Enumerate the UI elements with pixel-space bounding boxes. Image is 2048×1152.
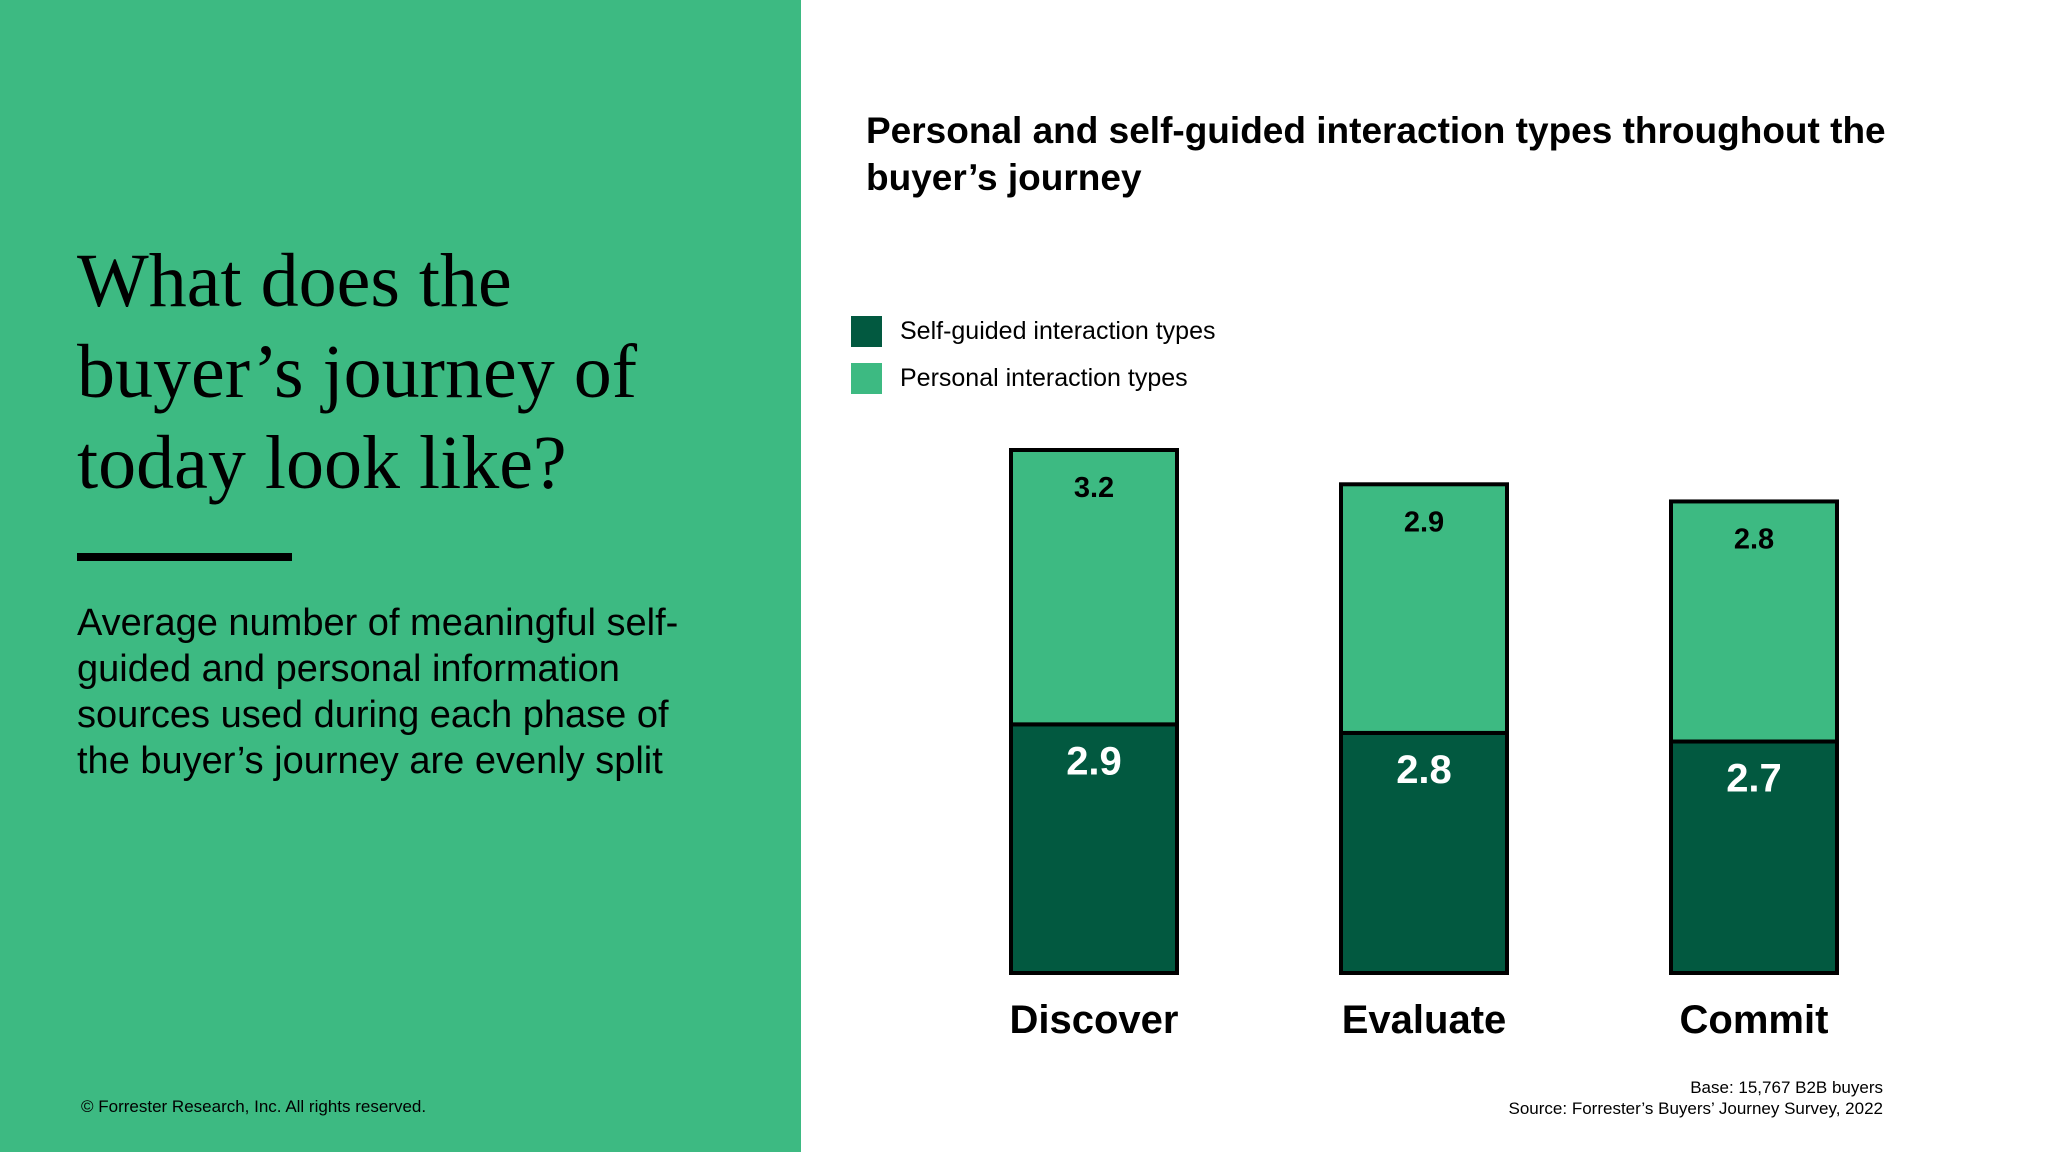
chart-title: Personal and self-guided interaction typ… (866, 110, 1886, 198)
legend-swatch-personal (851, 363, 882, 394)
legend-item-self-guided: Self-guided interaction types (851, 308, 1215, 355)
category-label-commit: Commit (1680, 998, 1829, 1042)
bar-commit-self-guided (1669, 739, 1839, 975)
data-label-commit-self-guided: 2.7 (1726, 757, 1782, 801)
legend-item-personal: Personal interaction types (851, 355, 1215, 402)
legend-label-personal: Personal interaction types (900, 364, 1188, 392)
data-label-evaluate-self-guided: 2.8 (1396, 748, 1452, 792)
left-panel: What does the buyer’s journey of today l… (0, 0, 801, 1152)
headline: What does the buyer’s journey of today l… (77, 239, 638, 505)
legend-label-self-guided: Self-guided interaction types (900, 317, 1216, 345)
headline-divider (77, 553, 292, 561)
bar-commit-personal (1669, 499, 1839, 744)
bar-evaluate-personal (1339, 482, 1509, 735)
legend-swatch-self-guided (851, 316, 882, 347)
bar-evaluate-self-guided (1339, 730, 1509, 976)
source-note-text: Source: Forrester’s Buyers’ Journey Surv… (1508, 1099, 1883, 1118)
data-label-commit-personal: 2.8 (1734, 523, 1774, 555)
bar-discover-self-guided (1009, 722, 1179, 975)
data-label-discover-self-guided: 2.9 (1066, 739, 1122, 783)
base-note: Base: 15,767 B2B buyers (1690, 1078, 1883, 1097)
category-label-discover: Discover (1010, 998, 1179, 1042)
category-label-evaluate: Evaluate (1342, 998, 1507, 1042)
source-note: Base: 15,767 B2B buyers Source: Forreste… (1509, 1077, 1883, 1119)
bar-discover-personal (1009, 448, 1179, 727)
copyright: © Forrester Research, Inc. All rights re… (81, 1097, 427, 1116)
chart-legend: Self-guided interaction types Personal i… (851, 308, 1215, 402)
data-label-discover-personal: 3.2 (1074, 472, 1114, 504)
description: Average number of meaningful self-guided… (77, 602, 679, 782)
data-label-evaluate-personal: 2.9 (1404, 506, 1444, 538)
